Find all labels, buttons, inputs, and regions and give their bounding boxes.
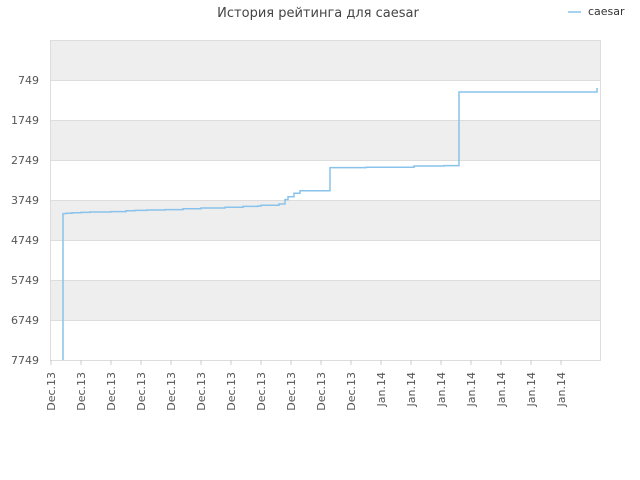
y-tick-label: 4749 bbox=[11, 234, 39, 247]
x-tick-label: Dec.13 bbox=[135, 372, 148, 411]
chart-title: История рейтинга для caesar bbox=[217, 6, 419, 21]
x-tick-label: Dec.13 bbox=[315, 372, 328, 411]
plot-band bbox=[50, 240, 600, 280]
legend-label-caesar: caesar bbox=[588, 5, 625, 18]
series-line-caesar bbox=[62, 88, 598, 360]
plot-band bbox=[50, 280, 600, 320]
x-tick-label: Dec.13 bbox=[165, 372, 178, 411]
y-tick-label: 7749 bbox=[11, 354, 39, 367]
plot-band bbox=[50, 120, 600, 160]
y-axis-ticks: 749 1749 2749 3749 4749 5749 6749 7749 bbox=[11, 74, 39, 367]
x-tick-label: Dec.13 bbox=[345, 372, 358, 411]
x-tick-label: Dec.13 bbox=[285, 372, 298, 411]
y-tick-label: 6749 bbox=[11, 314, 39, 327]
y-tick-label: 5749 bbox=[11, 274, 39, 287]
x-tick-label: Dec.13 bbox=[225, 372, 238, 411]
x-tick-label: Jan.14 bbox=[465, 372, 478, 407]
y-tick-label: 2749 bbox=[11, 154, 39, 167]
x-tick-label: Jan.14 bbox=[555, 372, 568, 407]
x-tick-label: Jan.14 bbox=[495, 372, 508, 407]
y-tick-label: 3749 bbox=[11, 194, 39, 207]
x-tick-label: Jan.14 bbox=[435, 372, 448, 407]
plot-band bbox=[50, 320, 600, 360]
plot-bands bbox=[50, 40, 600, 360]
x-tick-label: Dec.13 bbox=[255, 372, 268, 411]
plot-band bbox=[50, 160, 600, 200]
x-tick-label: Jan.14 bbox=[375, 372, 388, 407]
x-tick-label: Dec.13 bbox=[75, 372, 88, 411]
x-tick-label: Jan.14 bbox=[525, 372, 538, 407]
x-tick-label: Dec.13 bbox=[105, 372, 118, 411]
x-tick-label: Dec.13 bbox=[45, 372, 58, 411]
x-tick-label: Dec.13 bbox=[195, 372, 208, 411]
series-layer bbox=[62, 88, 598, 360]
plot-band bbox=[50, 80, 600, 120]
x-axis-ticks: Dec.13 Dec.13 Dec.13 Dec.13 Dec.13 Dec.13 Dec.… bbox=[45, 360, 568, 411]
plot-frame bbox=[50, 40, 601, 361]
plot-band bbox=[50, 200, 600, 240]
y-tick-label: 1749 bbox=[11, 114, 39, 127]
x-tick-label: Jan.14 bbox=[405, 372, 418, 407]
plot-band bbox=[50, 40, 600, 80]
y-tick-label: 749 bbox=[18, 74, 39, 87]
